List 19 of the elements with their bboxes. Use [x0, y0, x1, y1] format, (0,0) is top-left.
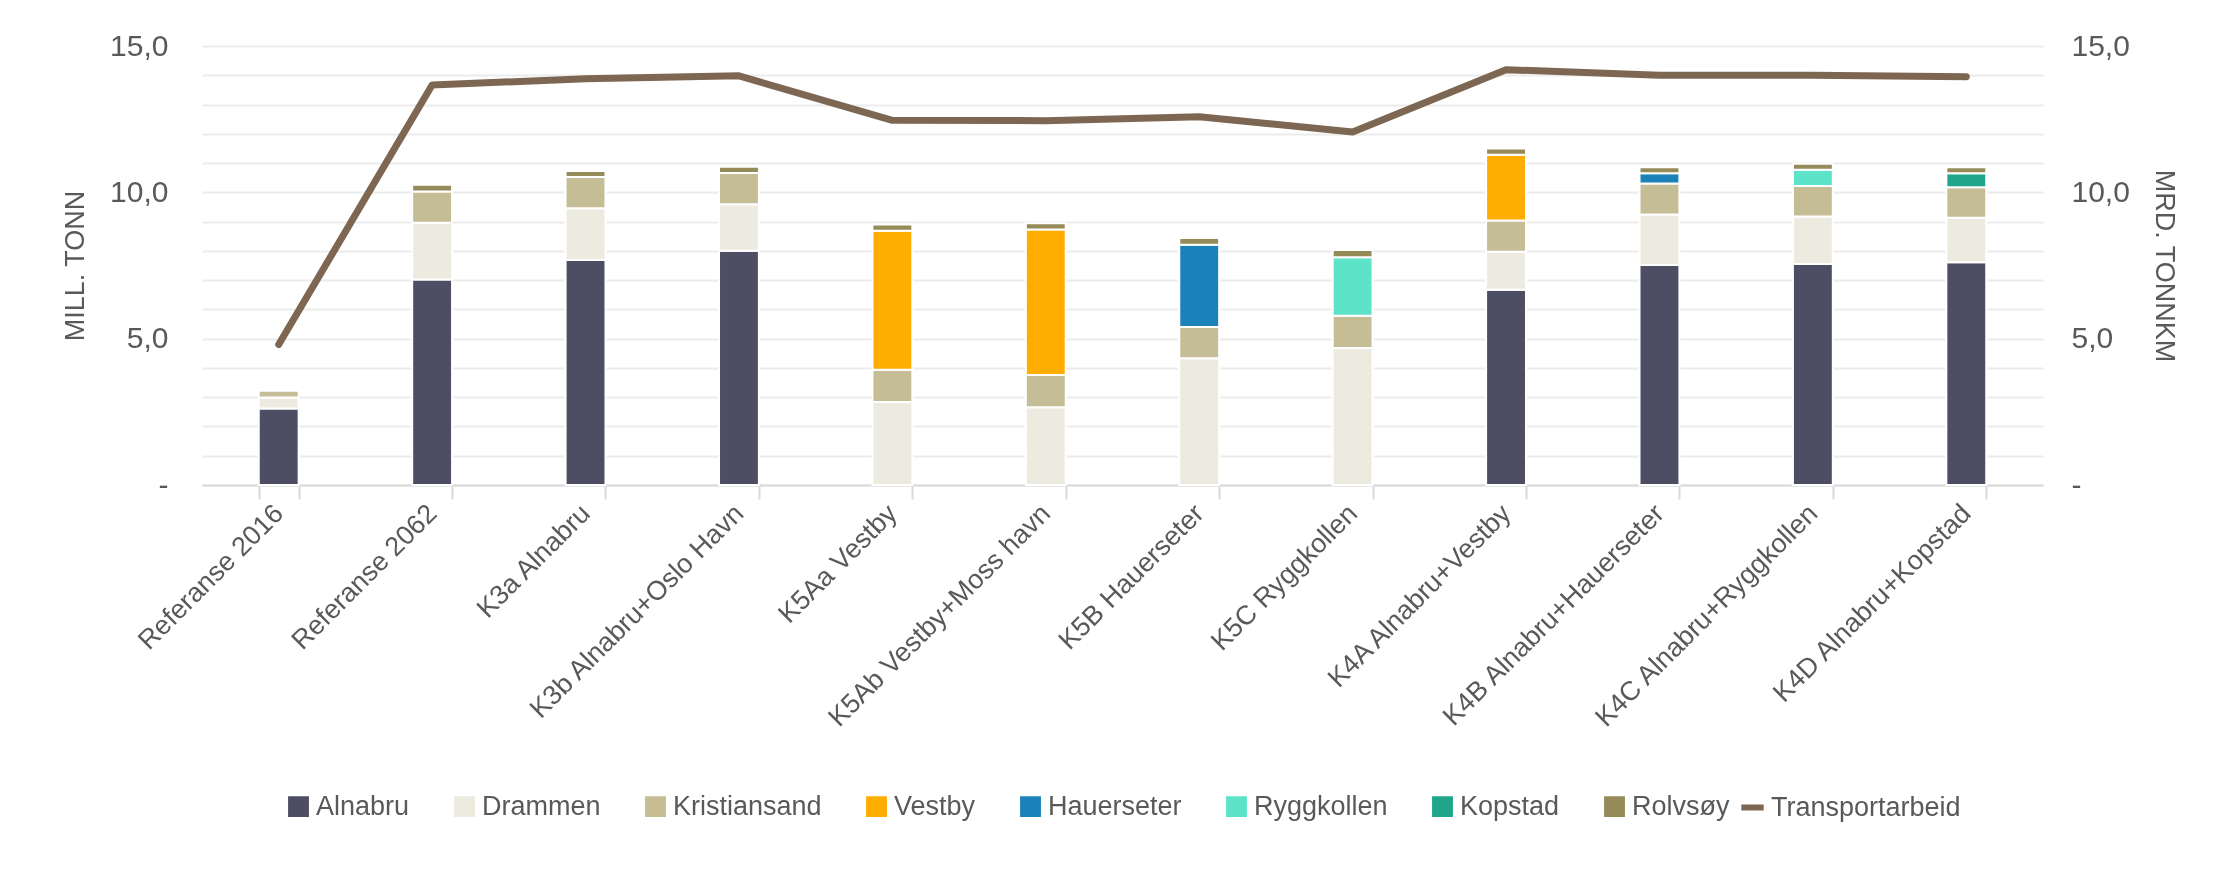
y-tick-label: - — [158, 467, 169, 501]
y2-axis-title: MRD. TONNKM — [2149, 169, 2180, 363]
y-tick-label: 10,0 — [110, 174, 169, 208]
legend-label: Vestby — [894, 790, 976, 821]
y2-tick-label: - — [2071, 467, 2082, 501]
legend-label: Drammen — [482, 790, 601, 821]
y2-tick-label: 10,0 — [2071, 174, 2130, 208]
legend-label: Rolvsøy — [1632, 790, 1731, 821]
legend-label: Alnabru — [316, 790, 410, 821]
legend-label: Kristiansand — [673, 790, 822, 821]
legend-label: Ryggkollen — [1254, 790, 1388, 821]
y2-tick-label: 15,0 — [2071, 28, 2130, 62]
legend-label: Hauerseter — [1048, 790, 1182, 821]
y2-tick-label: 5,0 — [2071, 321, 2114, 355]
legend-label: Kopstad — [1460, 790, 1560, 821]
y-tick-label: 5,0 — [126, 321, 169, 355]
y-axis-title: MILL. TONN — [60, 190, 91, 342]
y-tick-label: 15,0 — [110, 28, 169, 62]
legend-label: Transportarbeid — [1771, 791, 1961, 822]
